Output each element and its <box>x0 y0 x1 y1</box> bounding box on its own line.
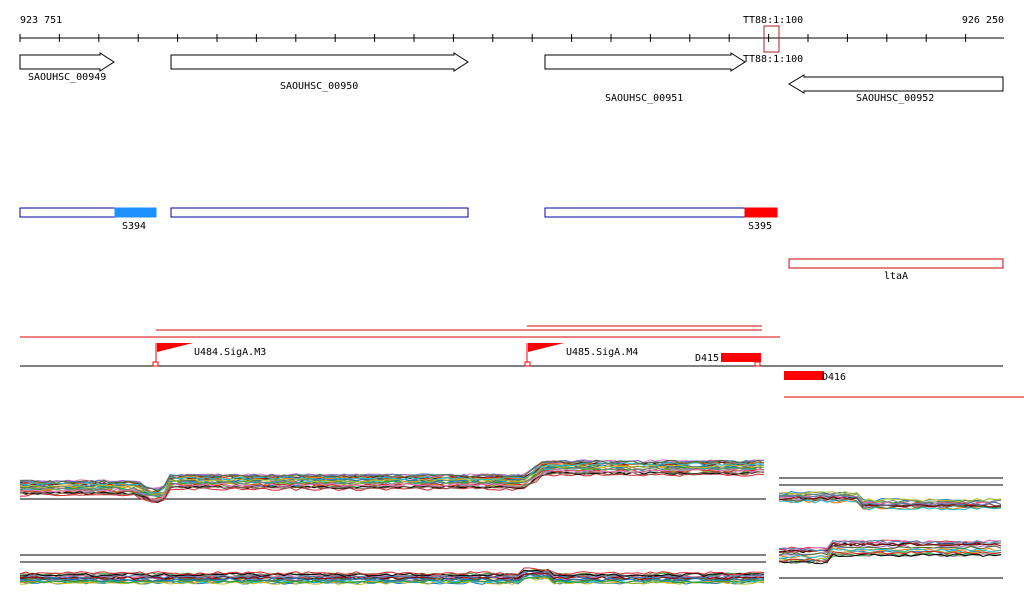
coordinate-ruler: 923 751 926 250 TT88:1:100 <box>19 15 1004 53</box>
gene-label: SAOUHSC_00949 <box>28 72 106 83</box>
expression-curve <box>19 469 765 501</box>
expression-curve <box>19 459 765 492</box>
segment-S395[interactable] <box>744 207 778 218</box>
promoter-U484[interactable]: U484.SigA.M3 <box>152 343 266 367</box>
expression-curve <box>778 494 1002 506</box>
expression-curve <box>778 540 1002 551</box>
terminator-marker[interactable] <box>763 25 780 53</box>
promoter-U485[interactable]: U485.SigA.M4 <box>524 343 638 367</box>
segment-box[interactable] <box>19 207 116 218</box>
expression-curves <box>19 459 1002 585</box>
expression-curve <box>20 568 765 577</box>
expression-curve <box>19 464 765 495</box>
operon-label: ltaA <box>884 271 908 282</box>
operon-ltaA[interactable] <box>788 258 1004 269</box>
promoters-track: U484.SigA.M3 U485.SigA.M4 D415 D416 <box>20 325 1024 398</box>
expression-profiles <box>19 459 1003 585</box>
gene-arrow-SAOUHSC_00949[interactable]: SAOUHSC_00949 <box>19 52 115 83</box>
segment-label-S395: S395 <box>748 221 772 232</box>
segment-box[interactable] <box>170 207 469 218</box>
gene-arrow-SAOUHSC_00951[interactable]: SAOUHSC_00951 <box>544 52 746 104</box>
ruler-ticks <box>19 34 967 42</box>
expression-curve <box>19 572 765 581</box>
genes-track: SAOUHSC_00949 SAOUHSC_00950 SAOUHSC_0095… <box>19 52 1004 104</box>
expression-curve <box>778 499 1002 511</box>
segment-S394[interactable] <box>114 207 157 218</box>
downstream-label: D415 <box>695 353 719 364</box>
expression-curve <box>19 577 765 585</box>
gene-label: SAOUHSC_00951 <box>605 93 683 104</box>
gene-arrow-SAOUHSC_00952[interactable]: SAOUHSC_00952 <box>788 74 1004 104</box>
downstream-D416[interactable]: D416 <box>784 371 846 383</box>
expression-curve <box>778 497 1002 509</box>
expression-curve <box>778 492 1002 504</box>
expression-curve <box>19 570 765 579</box>
expression-curve <box>778 491 1002 503</box>
expression-curve <box>778 545 1002 556</box>
promoter-label: U485.SigA.M4 <box>566 347 638 358</box>
segments-track: S394 S395 <box>19 207 778 232</box>
expression-curve <box>19 466 765 497</box>
operon-track: ltaA <box>788 258 1004 282</box>
ruler-end-label: 926 250 <box>962 15 1004 26</box>
gene-arrow-SAOUHSC_00950[interactable]: SAOUHSC_00950 <box>170 52 469 92</box>
terminator-label-row: TT88:1:100 <box>743 54 803 65</box>
segment-box[interactable] <box>544 207 746 218</box>
downstream-label: D416 <box>822 372 846 383</box>
segment-label-S394: S394 <box>122 221 146 232</box>
promoter-label: U484.SigA.M3 <box>194 347 266 358</box>
ruler-start-label: 923 751 <box>20 15 62 26</box>
expression-curve <box>778 553 1002 565</box>
downstream-D415[interactable]: D415 <box>695 353 761 367</box>
expression-curve <box>778 548 1002 559</box>
gene-label: SAOUHSC_00952 <box>856 93 934 104</box>
expression-curve <box>19 472 765 503</box>
expression-curve <box>778 539 1002 551</box>
expression-curve <box>19 462 765 494</box>
terminator-label-top: TT88:1:100 <box>743 15 803 26</box>
gene-label: SAOUHSC_00950 <box>280 81 358 92</box>
expression-curve <box>19 471 765 502</box>
expression-curve <box>779 550 1002 562</box>
expression-curve <box>19 567 765 576</box>
expression-curve <box>19 574 765 582</box>
